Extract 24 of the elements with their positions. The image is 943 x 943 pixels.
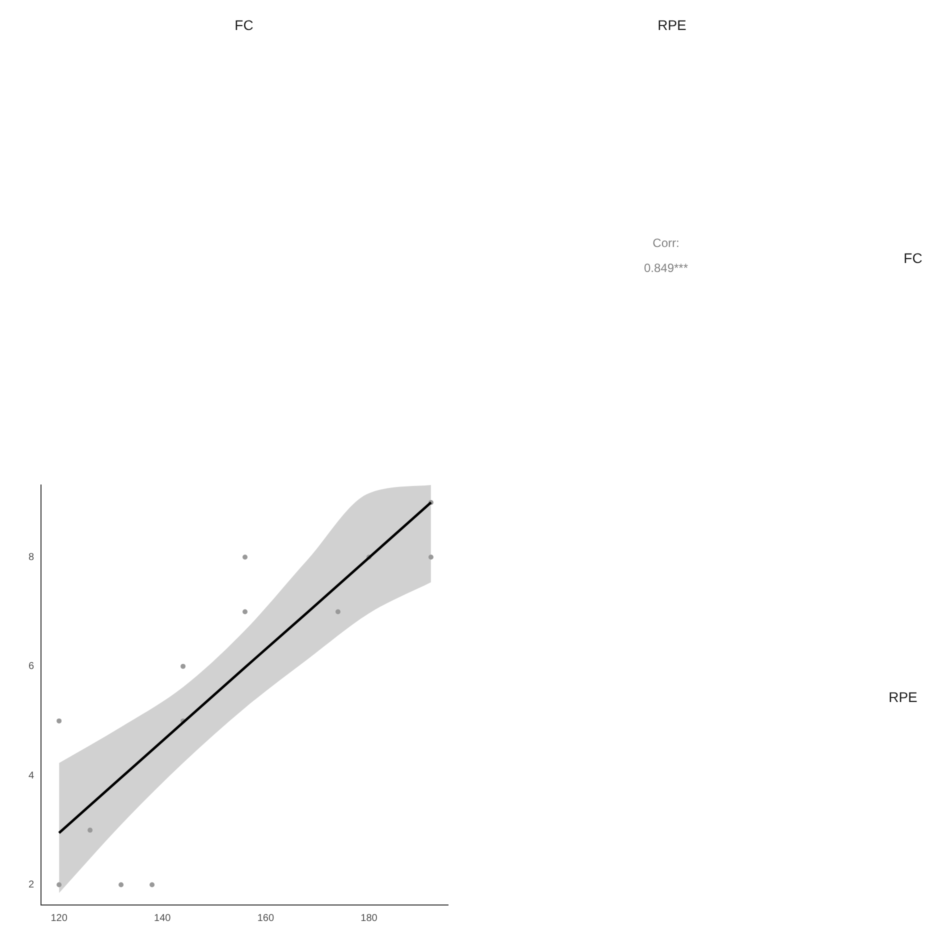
point: [335, 609, 340, 614]
text: Corr:: [652, 236, 680, 250]
text: RPE: [658, 17, 686, 33]
point: [56, 882, 62, 888]
text: FC: [234, 17, 254, 33]
point: [56, 718, 62, 724]
y-tick-label: 6: [28, 661, 34, 672]
y-tick-label: 8: [28, 552, 34, 563]
point: [180, 664, 186, 669]
point: [118, 882, 124, 888]
point: [88, 828, 93, 833]
point: [150, 882, 155, 888]
text: 0.849***: [644, 261, 688, 275]
x-tick-label: 180: [360, 912, 378, 924]
text: RPE: [888, 689, 918, 705]
x-tick-label: 140: [154, 912, 172, 924]
point: [242, 609, 248, 614]
text: FC: [904, 250, 922, 266]
y-tick-label: 4: [28, 770, 34, 782]
x-tick-label: 160: [257, 912, 274, 924]
x-tick-label: 120: [50, 912, 68, 924]
y-tick-label: 2: [28, 880, 34, 891]
point: [242, 554, 248, 560]
point: [428, 554, 434, 560]
